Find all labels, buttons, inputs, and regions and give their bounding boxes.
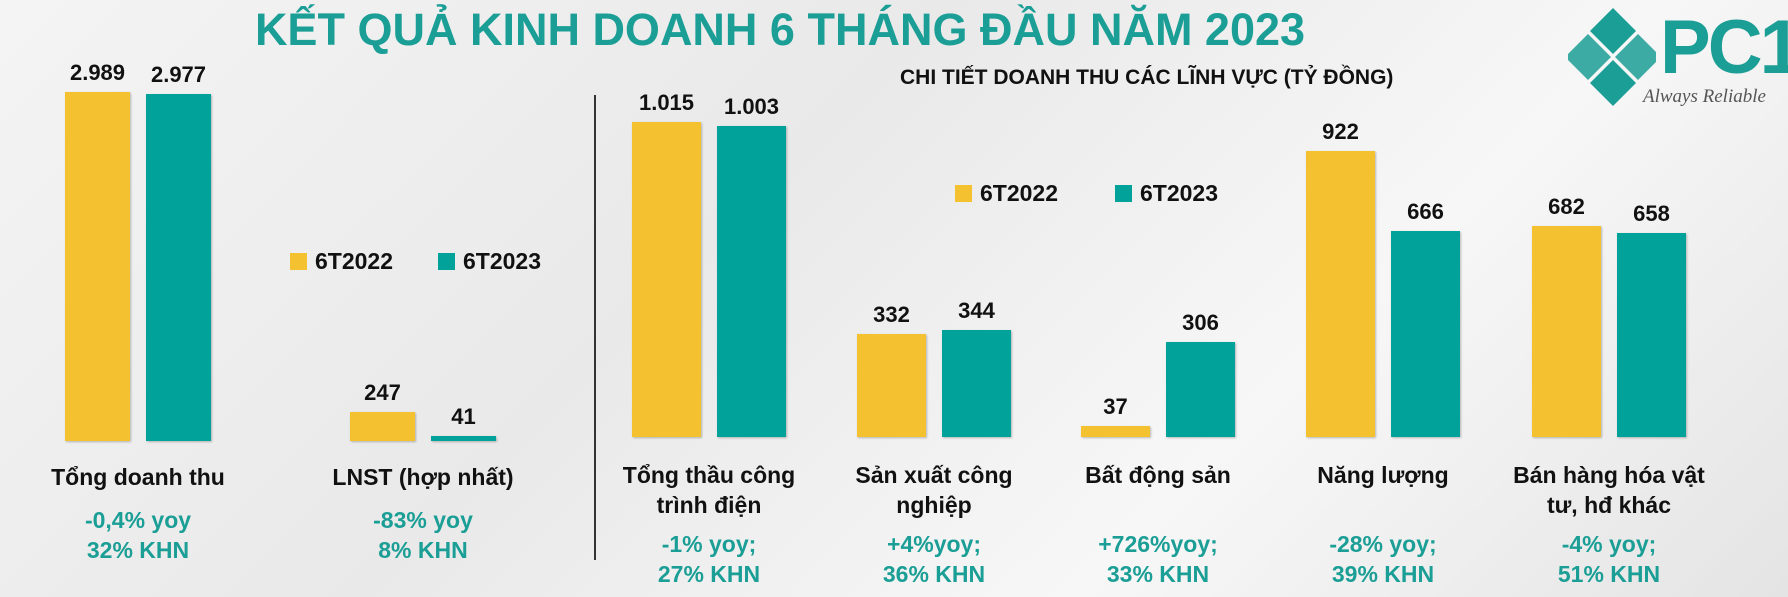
legend-item: 6T2023 (438, 248, 541, 275)
category-label: Bán hàng hóa vật tư, hđ khác (1513, 462, 1705, 518)
bar (1306, 151, 1375, 437)
logo-text: PC1 (1660, 5, 1788, 90)
annotation: -28% yoy; (1329, 531, 1437, 557)
legend-label: 6T2023 (1140, 180, 1219, 206)
legend-item: 6T2022 (955, 180, 1058, 207)
legend-label: 6T2022 (315, 248, 394, 274)
legend-swatch (955, 185, 972, 202)
legend-item: 6T2023 (1115, 180, 1218, 207)
category-label: Sản xuất công nghiệp (855, 462, 1013, 518)
annotation: -4% yoy; (1561, 531, 1657, 557)
annotation: 36% KHN (882, 561, 986, 587)
value-label: 37 (1103, 393, 1128, 419)
bar (350, 412, 415, 441)
value-label: 247 (364, 380, 401, 406)
bar (1391, 230, 1460, 437)
annotation: -0,4% yoy (84, 507, 192, 533)
annotation: 39% KHN (1331, 561, 1435, 587)
value-label: 666 (1407, 198, 1444, 224)
annotation: 51% KHN (1557, 561, 1661, 587)
bar (942, 330, 1011, 437)
annotation: 8% KHN (378, 537, 468, 563)
legend-label: 6T2022 (980, 180, 1059, 206)
annotation: -1% yoy; (661, 531, 757, 557)
bar (1532, 225, 1601, 437)
value-label: 1.015 (638, 90, 695, 116)
bar (1166, 342, 1235, 437)
value-label: 658 (1633, 201, 1670, 227)
legend-swatch (438, 253, 455, 270)
bar (431, 436, 496, 441)
value-label: 344 (958, 298, 995, 324)
category-label: Tổng thầu công trình điện (622, 462, 796, 518)
annotation: +726%yoy; (1098, 531, 1218, 557)
bar (146, 93, 211, 441)
category-label: Bất động sản (1085, 462, 1231, 488)
bar (632, 122, 701, 437)
bar (65, 92, 130, 441)
value-label: 682 (1548, 193, 1585, 219)
legend-item: 6T2022 (290, 248, 393, 275)
value-label: 41 (451, 404, 476, 430)
category-label: LNST (hợp nhất) (332, 464, 514, 490)
category-label: Năng lượng (1317, 462, 1449, 488)
value-label: 2.977 (150, 61, 207, 87)
chart-subtitle: CHI TIẾT DOANH THU CÁC LĨNH VỰC (TỶ ĐỒNG… (900, 66, 1394, 89)
legend-swatch (1115, 185, 1132, 202)
divider (594, 95, 596, 560)
value-label: 2.989 (69, 60, 126, 86)
annotation: -83% yoy (373, 507, 473, 533)
logo-mark (1568, 8, 1656, 106)
value-label: 1.003 (723, 94, 780, 120)
annotation: 27% KHN (657, 561, 761, 587)
legend-label: 6T2023 (463, 248, 542, 274)
legend-swatch (290, 253, 307, 270)
logo-tagline: Always Reliable (1643, 86, 1766, 107)
annotation: +4%yoy; (887, 531, 981, 557)
value-label: 922 (1322, 119, 1359, 145)
bar (857, 334, 926, 437)
bar (1081, 425, 1150, 437)
annotation: 33% KHN (1106, 561, 1210, 587)
annotation: 32% KHN (86, 537, 190, 563)
value-label: 332 (873, 302, 910, 328)
category-label: Tổng doanh thu (51, 464, 225, 490)
bar (717, 126, 786, 437)
page-title: KẾT QUẢ KINH DOANH 6 THÁNG ĐẦU NĂM 2023 (254, 4, 1306, 55)
bar (1617, 233, 1686, 437)
value-label: 306 (1182, 310, 1219, 336)
